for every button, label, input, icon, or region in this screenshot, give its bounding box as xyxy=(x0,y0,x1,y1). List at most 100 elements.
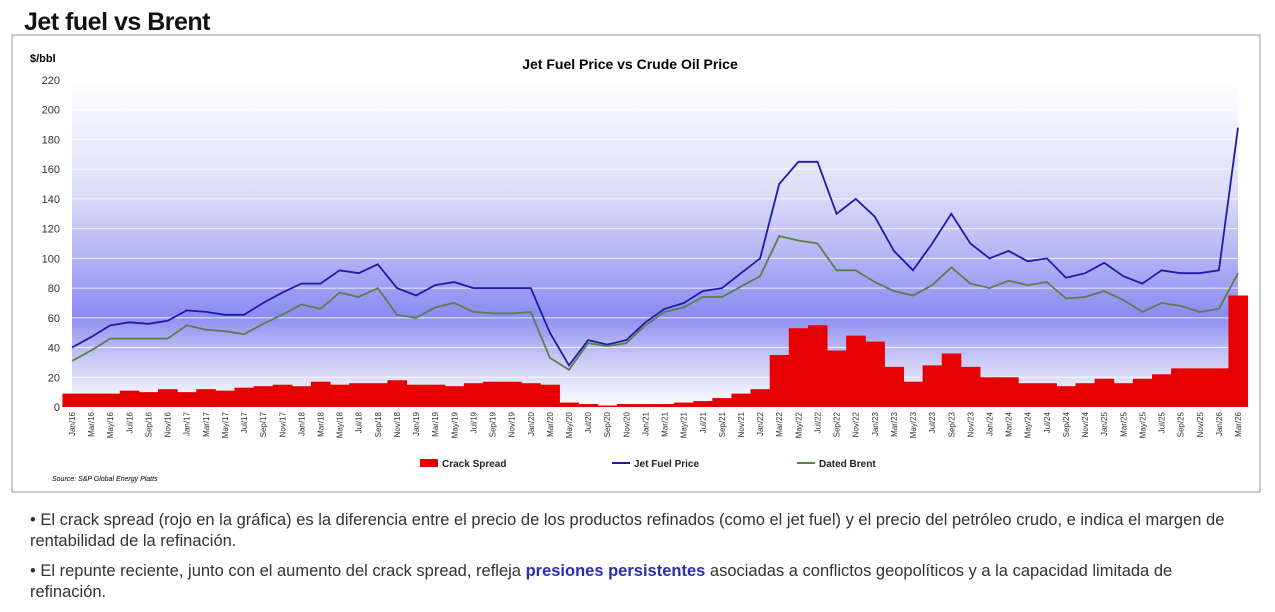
x-tick-label: Jul/21 xyxy=(699,411,708,433)
y-tick-label: 100 xyxy=(42,253,60,265)
legend-label: Crack Spread xyxy=(442,459,506,470)
crack-bar xyxy=(693,401,713,407)
crack-bar xyxy=(1037,383,1057,407)
crack-bar xyxy=(616,404,637,407)
crack-bar xyxy=(655,404,675,407)
bullet-text: asociadas a conflictos geopolíticos y a … xyxy=(30,562,1173,601)
slide-title: Jet fuel vs Brent xyxy=(24,8,211,36)
crack-bar xyxy=(100,393,121,407)
y-tick-label: 220 xyxy=(42,75,60,87)
crack-bar xyxy=(81,393,102,407)
crack-bar xyxy=(807,325,828,407)
chart-title: Jet Fuel Price vs Crude Oil Price xyxy=(522,56,738,72)
crack-bar xyxy=(349,383,369,407)
x-tick-label: Jan/19 xyxy=(412,411,421,436)
crack-bar xyxy=(1056,386,1077,407)
x-tick-label: Nov/19 xyxy=(508,411,517,437)
crack-bar xyxy=(482,381,503,407)
crack-bar xyxy=(177,392,197,407)
crack-bar xyxy=(1209,368,1229,407)
crack-bar xyxy=(922,365,943,407)
crack-bar xyxy=(1113,383,1134,407)
crack-bar xyxy=(215,390,235,407)
y-tick-label: 0 xyxy=(54,402,60,414)
y-tick-label: 160 xyxy=(42,164,60,176)
x-tick-label: May/18 xyxy=(336,411,345,438)
crack-bar xyxy=(1075,383,1096,407)
crack-bar xyxy=(368,383,388,407)
x-tick-label: Nov/17 xyxy=(278,411,287,437)
source-note: Source: S&P Global Energy Platts xyxy=(52,476,158,483)
crack-bar xyxy=(234,387,255,407)
x-tick-label: Sep/19 xyxy=(489,411,498,437)
x-tick-label: Jul/17 xyxy=(240,411,249,433)
x-tick-label: Nov/20 xyxy=(622,411,631,437)
bullet-text: • El repunte reciente, junto con el aume… xyxy=(30,562,526,580)
x-tick-label: Jul/18 xyxy=(355,411,364,433)
crack-bar xyxy=(502,381,522,407)
crack-bar xyxy=(158,389,178,407)
x-tick-label: May/19 xyxy=(450,411,459,438)
price-line xyxy=(71,127,1239,368)
y-tick-label: 140 xyxy=(42,194,60,206)
x-tick-label: Mar/26 xyxy=(1234,411,1243,436)
legend-swatch xyxy=(420,459,438,467)
x-tick-label: Mar/17 xyxy=(202,411,211,436)
crack-bar xyxy=(941,353,962,407)
x-tick-label: Mar/19 xyxy=(431,411,440,436)
bullets: • El crack spread (rojo en la gráfica) e… xyxy=(30,510,1230,612)
crack-bar xyxy=(731,393,752,407)
x-tick-label: Nov/22 xyxy=(852,411,861,437)
x-tick-label: Jan/25 xyxy=(1100,411,1109,436)
x-tick-label: May/20 xyxy=(565,411,574,438)
x-tick-label: Jul/22 xyxy=(813,411,822,433)
crack-bar xyxy=(196,389,216,407)
crack-bar xyxy=(1228,295,1249,407)
x-tick-label: Mar/23 xyxy=(890,411,899,436)
crack-bar xyxy=(865,341,885,407)
y-tick-label: 40 xyxy=(48,343,60,355)
x-tick-label: Jan/20 xyxy=(527,411,536,436)
x-tick-label: Nov/25 xyxy=(1196,411,1205,437)
x-tick-label: Mar/21 xyxy=(661,411,670,436)
crack-bar xyxy=(960,366,981,407)
y-tick-label: 80 xyxy=(48,283,60,295)
y-axis-label: $/bbl xyxy=(30,53,56,65)
x-tick-label: Jul/24 xyxy=(1043,411,1052,433)
x-tick-label: May/22 xyxy=(794,411,803,438)
x-tick-label: Jul/19 xyxy=(469,411,478,433)
crack-bar xyxy=(62,393,83,407)
crack-bar xyxy=(1190,368,1210,407)
y-tick-label: 200 xyxy=(42,105,60,117)
y-tick-label: 180 xyxy=(42,134,60,146)
x-tick-label: Nov/18 xyxy=(393,411,402,437)
x-tick-label: Jul/16 xyxy=(125,411,134,433)
crack-bar xyxy=(291,386,312,407)
crack-bar xyxy=(253,386,274,407)
x-tick-label: Sep/25 xyxy=(1177,411,1186,437)
legend-label: Jet Fuel Price xyxy=(634,459,699,470)
crack-bar xyxy=(559,402,580,407)
crack-bar xyxy=(310,381,331,407)
price-line xyxy=(71,235,1239,372)
plot-background xyxy=(72,80,1238,407)
crack-bar xyxy=(1171,368,1191,407)
x-tick-label: Sep/22 xyxy=(833,411,842,437)
crack-bar xyxy=(712,398,732,407)
y-tick-label: 20 xyxy=(48,372,60,384)
bullet: • El crack spread (rojo en la gráfica) e… xyxy=(30,511,1225,550)
x-tick-label: Mar/24 xyxy=(1005,411,1014,436)
x-tick-label: Jan/23 xyxy=(871,411,880,436)
x-tick-label: Sep/17 xyxy=(259,411,268,437)
crack-bar xyxy=(1094,378,1115,407)
crack-bar xyxy=(540,384,560,407)
x-tick-label: Jan/18 xyxy=(297,411,306,436)
crack-bar xyxy=(1018,383,1038,407)
crack-bar xyxy=(827,350,847,407)
chart: $/bbl Jet Fuel Price vs Crude Oil Price … xyxy=(11,34,1261,493)
x-tick-label: Mar/18 xyxy=(316,411,325,436)
crack-bar xyxy=(1151,374,1172,407)
crack-bar xyxy=(119,390,140,407)
x-tick-label: May/17 xyxy=(221,411,230,438)
crack-bar xyxy=(463,383,484,407)
